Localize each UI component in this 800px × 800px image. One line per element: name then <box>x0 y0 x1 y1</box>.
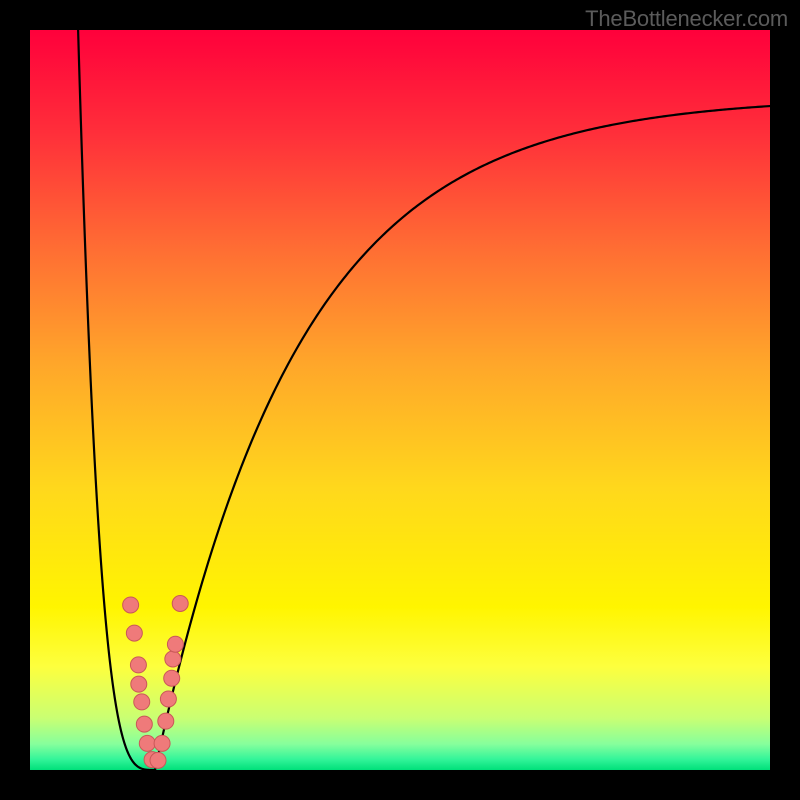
chart-frame: TheBottlenecker.com <box>0 0 800 800</box>
data-marker <box>150 752 166 768</box>
data-marker <box>164 670 180 686</box>
data-marker <box>136 716 152 732</box>
data-marker <box>131 676 147 692</box>
attribution-watermark: TheBottlenecker.com <box>585 6 788 32</box>
data-marker <box>165 651 181 667</box>
data-marker <box>160 691 176 707</box>
data-marker <box>172 596 188 612</box>
data-marker <box>123 597 139 613</box>
bottleneck-plot <box>30 30 770 770</box>
data-marker <box>130 657 146 673</box>
data-marker <box>134 694 150 710</box>
data-marker <box>139 735 155 751</box>
data-marker <box>154 735 170 751</box>
data-marker <box>167 636 183 652</box>
data-marker <box>158 713 174 729</box>
data-marker <box>126 625 142 641</box>
